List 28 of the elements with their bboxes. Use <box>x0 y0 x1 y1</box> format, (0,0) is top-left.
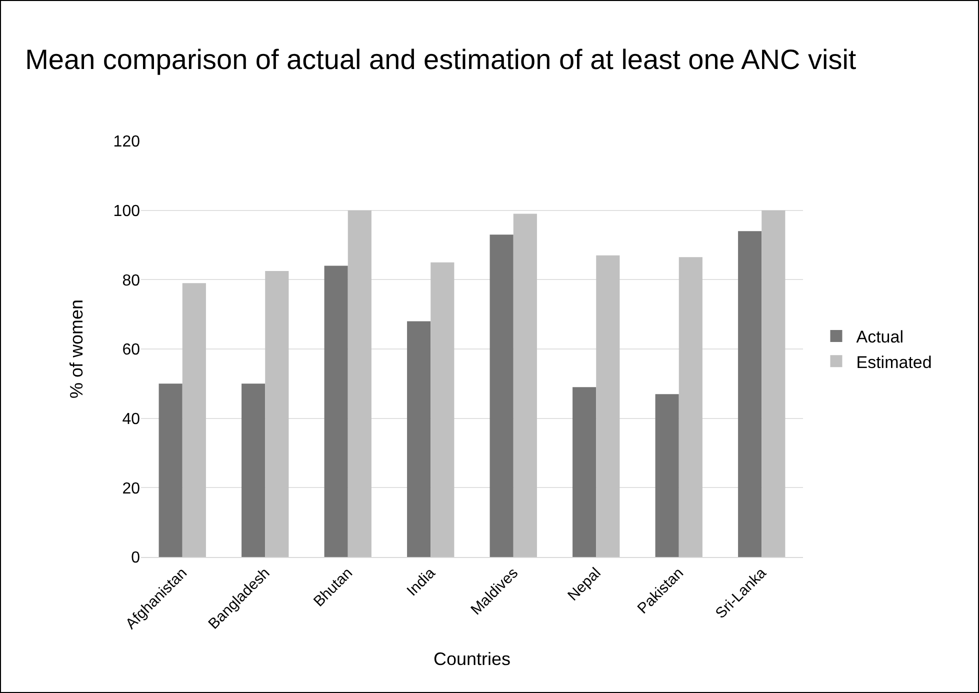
bar <box>572 387 596 557</box>
bar <box>348 210 372 557</box>
y-tick-label: 20 <box>122 480 140 498</box>
bar <box>513 214 537 557</box>
bar <box>158 384 182 557</box>
bar <box>678 257 702 557</box>
bar <box>242 384 266 557</box>
y-tick-label: 100 <box>113 202 140 220</box>
bar <box>407 321 431 557</box>
y-tick-label: 0 <box>131 550 140 567</box>
legend-label: Actual <box>856 328 904 347</box>
y-tick-label: 80 <box>122 272 140 290</box>
bar <box>182 283 206 557</box>
y-axis-title: % of women <box>66 299 86 399</box>
y-tick-label: 60 <box>122 342 140 359</box>
bar <box>596 255 620 557</box>
bar <box>265 271 289 557</box>
bar <box>738 231 762 557</box>
bar <box>490 234 514 557</box>
chart-title: Mean comparison of actual and estimation of at least one ANC visit <box>25 44 856 75</box>
bar <box>430 262 454 557</box>
y-tick-label: 120 <box>113 134 140 151</box>
legend-label: Estimated <box>856 352 932 372</box>
bar <box>324 266 348 557</box>
y-tick-label: 40 <box>122 410 140 428</box>
x-axis-title: Countries <box>433 648 511 669</box>
bar <box>762 210 786 557</box>
bar <box>655 394 679 557</box>
